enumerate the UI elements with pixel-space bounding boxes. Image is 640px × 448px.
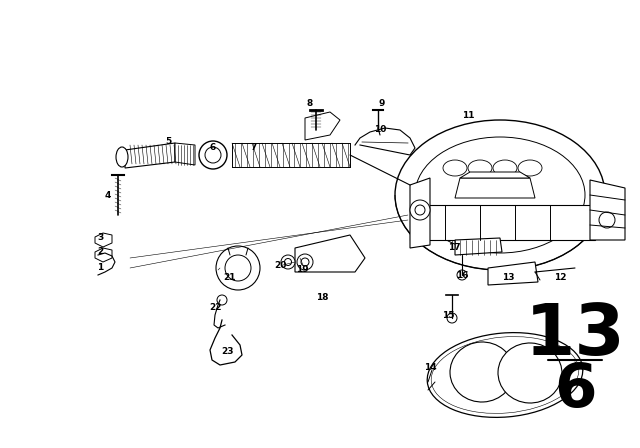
Text: 19: 19 bbox=[296, 266, 308, 275]
Ellipse shape bbox=[428, 332, 583, 418]
Ellipse shape bbox=[415, 137, 585, 253]
Polygon shape bbox=[455, 238, 502, 255]
Circle shape bbox=[217, 295, 227, 305]
Ellipse shape bbox=[395, 120, 605, 270]
Text: 16: 16 bbox=[456, 271, 468, 280]
Text: 12: 12 bbox=[554, 273, 566, 283]
Polygon shape bbox=[460, 172, 530, 178]
Ellipse shape bbox=[450, 342, 514, 402]
Circle shape bbox=[599, 212, 615, 228]
Polygon shape bbox=[175, 143, 195, 165]
Polygon shape bbox=[455, 178, 535, 198]
Polygon shape bbox=[410, 205, 595, 240]
Circle shape bbox=[457, 270, 467, 280]
Text: 1: 1 bbox=[97, 263, 103, 272]
Circle shape bbox=[297, 254, 313, 270]
Text: 9: 9 bbox=[379, 99, 385, 108]
Text: 13: 13 bbox=[502, 273, 515, 283]
Polygon shape bbox=[305, 112, 340, 140]
Text: 10: 10 bbox=[374, 125, 386, 134]
Text: 13: 13 bbox=[525, 301, 625, 370]
Text: 11: 11 bbox=[461, 111, 474, 120]
Ellipse shape bbox=[468, 160, 492, 176]
Polygon shape bbox=[488, 262, 538, 285]
Circle shape bbox=[199, 141, 227, 169]
Polygon shape bbox=[95, 233, 112, 247]
Text: 6: 6 bbox=[554, 361, 596, 419]
Text: 14: 14 bbox=[424, 363, 436, 372]
Text: 20: 20 bbox=[274, 260, 286, 270]
Text: 4: 4 bbox=[105, 190, 111, 199]
Ellipse shape bbox=[493, 160, 517, 176]
Text: 17: 17 bbox=[448, 244, 460, 253]
Ellipse shape bbox=[518, 160, 542, 176]
Text: 2: 2 bbox=[97, 247, 103, 257]
Polygon shape bbox=[590, 180, 625, 240]
Text: 22: 22 bbox=[210, 303, 222, 313]
Polygon shape bbox=[125, 143, 175, 168]
Text: 18: 18 bbox=[316, 293, 328, 302]
Circle shape bbox=[281, 255, 295, 269]
Polygon shape bbox=[95, 248, 112, 262]
Ellipse shape bbox=[498, 343, 562, 403]
Text: 3: 3 bbox=[97, 233, 103, 241]
Text: 8: 8 bbox=[307, 99, 313, 108]
Text: 21: 21 bbox=[224, 273, 236, 283]
Text: 15: 15 bbox=[442, 310, 454, 319]
Circle shape bbox=[447, 313, 457, 323]
Text: 7: 7 bbox=[251, 143, 257, 152]
Text: 6: 6 bbox=[210, 143, 216, 152]
Polygon shape bbox=[295, 235, 365, 272]
Text: 23: 23 bbox=[221, 348, 234, 357]
Circle shape bbox=[410, 200, 430, 220]
Ellipse shape bbox=[116, 147, 128, 167]
Polygon shape bbox=[410, 178, 430, 248]
Circle shape bbox=[216, 246, 260, 290]
Ellipse shape bbox=[443, 160, 467, 176]
Text: 5: 5 bbox=[165, 138, 171, 146]
